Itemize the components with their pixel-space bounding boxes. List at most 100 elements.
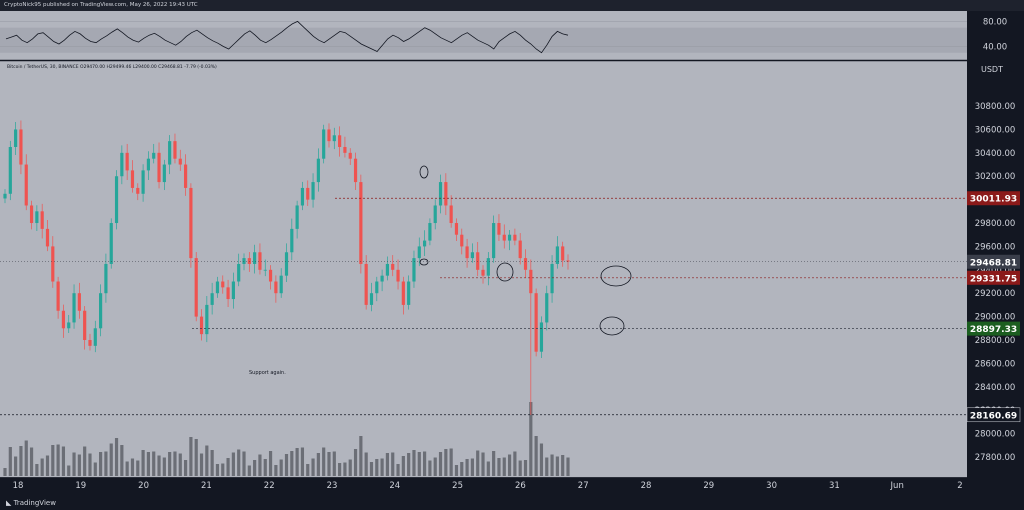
volume-bar (274, 465, 278, 476)
volume-bar (359, 436, 363, 476)
volume-bar (423, 451, 427, 476)
hand-drawn-circles (419, 165, 632, 336)
candle-body (492, 223, 496, 259)
candle-body (35, 211, 39, 224)
volume-bar (513, 451, 517, 476)
time-tick-label: 19 (75, 481, 86, 491)
candle-body (375, 281, 379, 294)
price-tick-label: 28800.00 (975, 336, 1016, 346)
volume-bar (566, 457, 570, 476)
volume-bar (529, 402, 533, 476)
drawing-circle (419, 258, 429, 266)
volume-bar (353, 449, 358, 476)
candle-body (290, 228, 294, 253)
candle-body (555, 246, 559, 264)
candle-body (162, 164, 166, 183)
volume-bar (146, 452, 150, 476)
time-tick-label: 29 (703, 481, 714, 491)
drawing-circle (419, 165, 429, 179)
volume-bar (141, 450, 145, 476)
volume-bar (242, 451, 246, 476)
candle-body (247, 258, 251, 264)
oscillator-tick-label: 80.00 (983, 17, 1007, 27)
volume-bar (454, 465, 459, 476)
volume-bar (104, 451, 108, 476)
candle-body (51, 246, 55, 282)
candle-body (529, 269, 533, 294)
time-tick-label: 22 (264, 481, 275, 491)
price-tick-label: 28000.00 (975, 430, 1016, 440)
candle-body (507, 234, 512, 241)
time-tick-label: 23 (327, 481, 338, 491)
candle-body (343, 146, 347, 153)
price-chart[interactable]: Bitcoin / TetherUS, 30, BINANCE O29470.0… (0, 0, 1024, 497)
candle-body (465, 246, 469, 259)
candle-body (470, 252, 474, 259)
volume-bar (523, 460, 528, 476)
volume-bar (460, 462, 464, 476)
price-tick-label: 29600.00 (975, 242, 1016, 252)
volume-bar (114, 438, 119, 476)
candle-body (226, 287, 230, 300)
candle-body (221, 281, 225, 288)
volume-bar (45, 455, 50, 476)
volume-bar (369, 462, 374, 476)
volume-bar (99, 452, 103, 476)
volume-bar (407, 453, 411, 476)
candle-body (88, 339, 92, 346)
candle-body (274, 281, 278, 294)
volume-bar (152, 451, 156, 476)
candle-body (353, 158, 358, 183)
currency-label: USDT (981, 65, 1003, 74)
price-label-box (967, 254, 1020, 269)
time-tick-label: 28 (641, 481, 652, 491)
candle-body (29, 205, 34, 224)
candle-body (120, 152, 124, 177)
candle-body (322, 129, 326, 159)
volume-bar (380, 458, 384, 476)
volume-bar (343, 462, 347, 476)
publisher-header: CryptoNick95 published on TradingView.co… (0, 0, 1024, 11)
volume-bar (173, 451, 177, 476)
candle-body (205, 304, 209, 335)
annotation-support-again: Support again. (249, 370, 286, 376)
time-tick-label: 2 (957, 481, 962, 491)
candle-body (114, 176, 119, 224)
volume-bar (56, 444, 60, 476)
volume-bar (561, 455, 565, 476)
volume-bar (168, 452, 172, 476)
price-tick-label: 28400.00 (975, 383, 1016, 393)
candle-body (45, 228, 50, 247)
volume-bar (125, 461, 129, 476)
price-tick-label: 30800.00 (975, 102, 1016, 112)
candle-body (523, 258, 528, 270)
volume-bar (444, 449, 448, 476)
candle-body (311, 182, 315, 200)
price-tick-label: 29200.00 (975, 289, 1016, 299)
candle-body (263, 269, 267, 271)
volume-bar (279, 459, 283, 476)
volume-bar (19, 446, 23, 476)
candle-body (279, 275, 283, 294)
footer: ◣ TradingView (0, 497, 1024, 510)
candle-body (77, 293, 81, 311)
candle-body (391, 263, 395, 270)
candle-body (369, 293, 374, 305)
oscillator-panel (0, 20, 967, 54)
time-tick-label: 25 (452, 481, 463, 491)
publisher-text: CryptoNick95 published on TradingView.co… (4, 2, 198, 8)
volume-bar (332, 451, 336, 476)
drawing-circle (600, 265, 632, 287)
candle-body (412, 258, 416, 282)
volume-bar (555, 456, 559, 476)
candle-body (327, 129, 331, 142)
symbol-line: Bitcoin / TetherUS, 30, BINANCE O29470.0… (7, 64, 217, 70)
candle-body (497, 223, 501, 235)
price-label-box (967, 270, 1020, 285)
volume-bar (327, 452, 331, 476)
candle-body (502, 234, 506, 241)
volume-bar (8, 447, 12, 476)
candle-body (146, 158, 150, 171)
price-tick-label: 27800.00 (975, 453, 1016, 463)
volume-bar (109, 443, 113, 476)
